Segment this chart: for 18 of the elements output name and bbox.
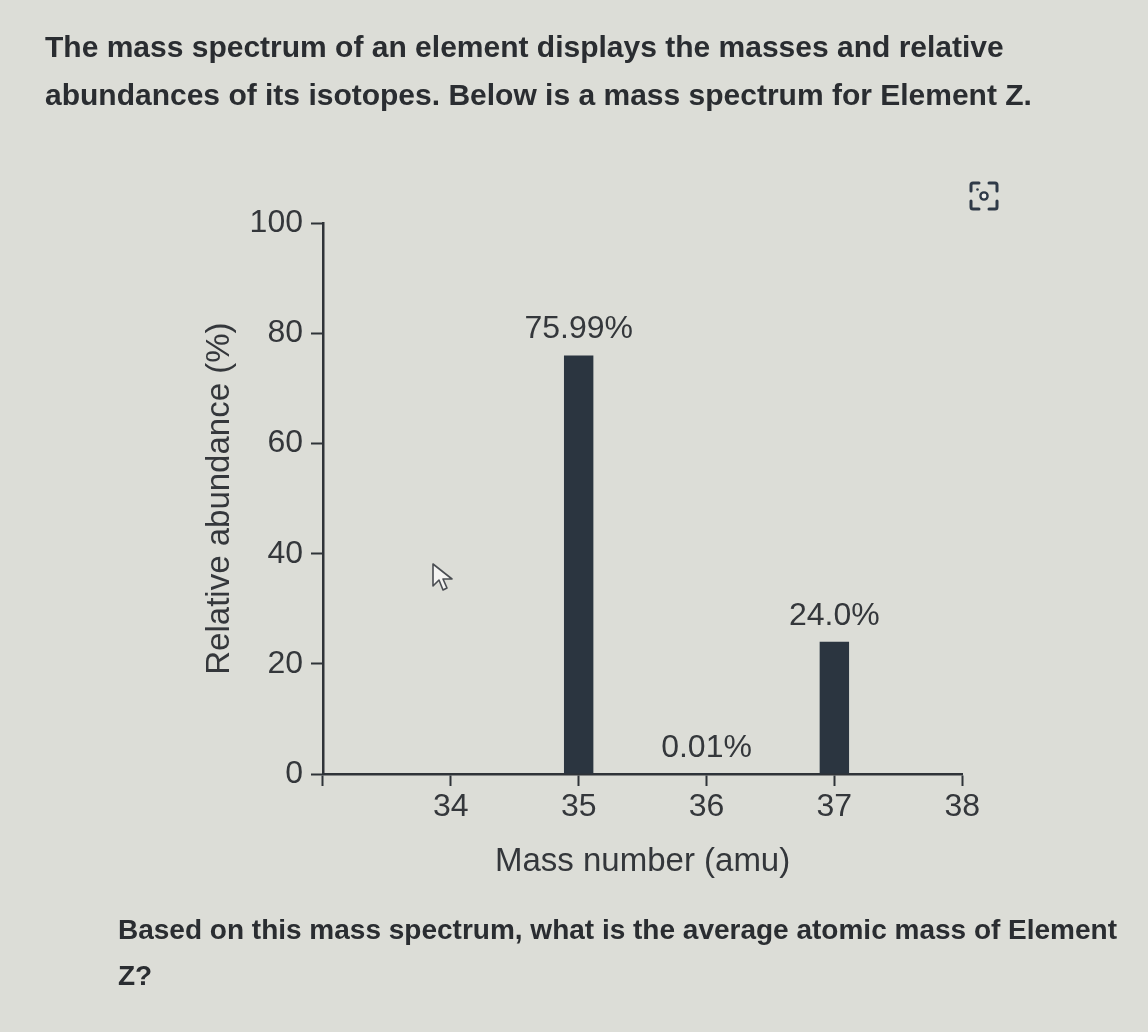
x-tick-label: 36 xyxy=(688,787,725,824)
y-tick-label: 60 xyxy=(267,423,303,460)
data-label: 0.01% xyxy=(661,727,752,764)
y-tick-label: 40 xyxy=(267,533,303,570)
y-tick-label: 100 xyxy=(249,203,303,240)
y-tick-label: 20 xyxy=(267,643,303,680)
text: Based on this mass spectrum, what is the average atomic mass of Element Z? xyxy=(118,913,1119,993)
y-tick-label: 80 xyxy=(267,313,303,350)
x-tick-label: 35 xyxy=(560,787,597,824)
y-tick-label: 0 xyxy=(285,753,303,790)
data-label: 75.99% xyxy=(524,309,633,346)
x-tick-label: 34 xyxy=(433,787,469,824)
x-tick-label: 37 xyxy=(816,787,853,824)
x-tick-label: 38 xyxy=(944,787,980,824)
chart-title: The mass spectrum of an element displays the masses and relative abundances of its isotopes. Below is a mass spectrum for Element Z. xyxy=(45,29,1033,113)
y-axis-title: Relative abundance (%) xyxy=(198,322,236,675)
data-label: 24.0% xyxy=(788,595,880,632)
x-axis-title: Mass number (amu) xyxy=(494,841,791,879)
